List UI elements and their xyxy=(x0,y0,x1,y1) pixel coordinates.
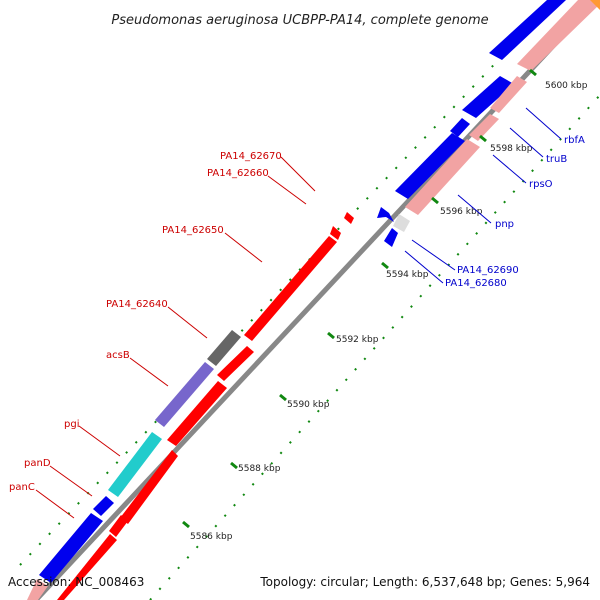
gene-PA14-62640 xyxy=(207,330,241,366)
gene-panC xyxy=(39,513,103,583)
tick-mark xyxy=(327,331,335,340)
gene-rpsO xyxy=(450,118,470,137)
scale-ticks: 5586 kbp 5588 kbp 5590 kbp 5592 kbp 5594… xyxy=(182,68,588,542)
topology-text: Topology: circular; Length: 6,537,648 bp… xyxy=(259,575,590,589)
label-acsB: acsB xyxy=(106,350,130,361)
gene-PA14-62680 xyxy=(384,228,398,247)
leader-line xyxy=(411,239,456,271)
gene-acsB xyxy=(155,362,214,427)
tick-mark xyxy=(230,461,238,470)
tick-mark xyxy=(431,196,439,205)
gene-forward-b xyxy=(167,381,227,446)
gene-PA14-62670 xyxy=(344,212,354,224)
gene-pale-2 xyxy=(490,76,527,113)
label-rbfA: rbfA xyxy=(564,135,585,146)
label-PA14-62640: PA14_62640 xyxy=(106,299,168,310)
gene-grey-small-1 xyxy=(393,214,410,232)
leader-line xyxy=(267,175,307,205)
label-rpsO: rpsO xyxy=(529,179,553,190)
tick-mark xyxy=(182,520,190,529)
gene-pale-4 xyxy=(405,139,480,215)
tick-label: 5586 kbp xyxy=(190,532,233,542)
label-PA14-62660: PA14_62660 xyxy=(207,168,269,179)
tick-label: 5600 kbp xyxy=(545,81,588,91)
label-truB: truB xyxy=(546,154,567,165)
tick-mark xyxy=(279,393,287,402)
gene-rbfA-region xyxy=(489,0,566,60)
tick-label: 5592 kbp xyxy=(336,335,379,345)
accession-text: Accession: NC_008463 xyxy=(8,575,144,589)
leader-line xyxy=(224,232,263,263)
tick-label: 5598 kbp xyxy=(490,144,533,154)
label-panC: panC xyxy=(9,482,35,493)
label-PA14-62670: PA14_62670 xyxy=(220,151,282,162)
leader-line xyxy=(525,107,562,140)
gene-forward-a xyxy=(217,346,254,381)
outer-dotted-guide xyxy=(19,0,557,566)
leader-line xyxy=(509,127,544,158)
gene-pnp xyxy=(395,133,465,199)
tick-mark xyxy=(381,261,389,270)
label-pnp: pnp xyxy=(495,219,514,230)
gene-forward-c xyxy=(120,450,178,524)
leader-line xyxy=(280,156,316,192)
forward-red-genes xyxy=(57,212,354,600)
map-title: Pseudomonas aeruginosa UCBPP-PA14, compl… xyxy=(111,13,488,28)
gene-panD xyxy=(93,496,114,516)
gene-PA14-62650 xyxy=(244,236,337,341)
leader-line xyxy=(167,306,208,339)
gene-PA14-62660 xyxy=(330,226,341,240)
forward-pale-genes xyxy=(393,0,600,232)
leader-line xyxy=(492,154,527,184)
label-panD: panD xyxy=(24,458,51,469)
gene-forward-d xyxy=(109,515,128,537)
gene-orange-tip xyxy=(590,0,600,10)
tick-label: 5596 kbp xyxy=(440,207,483,217)
leader-line xyxy=(35,489,75,519)
gene-pale-1 xyxy=(517,0,600,71)
tick-mark xyxy=(479,134,487,143)
gene-pale-3 xyxy=(469,114,499,141)
label-PA14-62650: PA14_62650 xyxy=(162,225,224,236)
label-pgi: pgi xyxy=(64,419,79,430)
leader-line xyxy=(457,194,492,224)
gene-truB xyxy=(462,76,514,118)
gene-forward-e xyxy=(57,534,117,600)
left-gene-labels: PA14_62670 PA14_62660 PA14_62650 PA14_62… xyxy=(9,151,316,519)
reverse-strand-genes xyxy=(377,0,566,247)
leader-line xyxy=(78,425,121,457)
tick-label: 5594 kbp xyxy=(386,270,429,280)
reverse-annotated-genes xyxy=(27,330,241,600)
inner-dotted-guide xyxy=(149,94,600,600)
label-PA14-62690: PA14_62690 xyxy=(457,265,519,276)
gene-bottom-pink xyxy=(27,579,48,600)
label-PA14-62680: PA14_62680 xyxy=(445,278,507,289)
tick-mark xyxy=(529,68,537,77)
leader-line xyxy=(49,465,93,497)
gene-PA14-62690 xyxy=(377,207,394,222)
right-gene-labels: rbfA truB rpsO pnp PA14_62690 PA14_62680 xyxy=(404,107,585,289)
gene-pgi xyxy=(108,432,162,497)
leader-line xyxy=(404,250,444,284)
leader-line xyxy=(129,357,169,387)
tick-label: 5588 kbp xyxy=(238,464,281,474)
tick-label: 5590 kbp xyxy=(287,400,330,410)
